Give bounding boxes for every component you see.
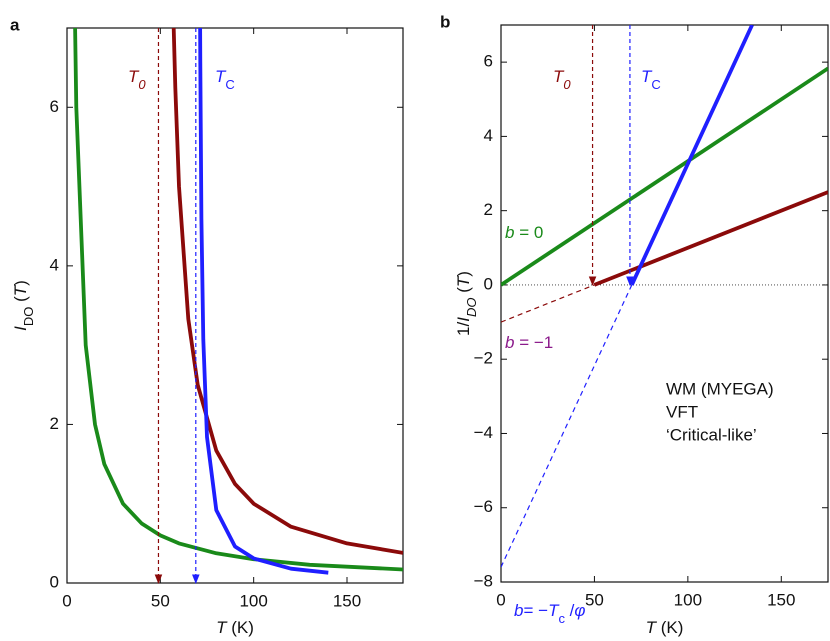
annotation: T0 (553, 67, 571, 91)
y-tick-label: 0 (484, 274, 493, 293)
text-part: I (11, 326, 30, 331)
y-tick-label: 6 (484, 52, 493, 71)
y-tick-label: 6 (50, 97, 59, 116)
curve (501, 66, 828, 287)
y-tick-label: −8 (474, 571, 493, 590)
curve (630, 25, 754, 286)
x-tick-label: 50 (585, 590, 604, 609)
text-part: = − (523, 601, 548, 620)
curve (73, 28, 403, 572)
curve (171, 28, 403, 555)
curve (593, 190, 828, 287)
text-part: (K) (227, 618, 254, 637)
text-part: / (565, 601, 575, 620)
text-part: T (215, 67, 227, 86)
text-part: T (553, 67, 565, 86)
text-part: C (225, 77, 234, 92)
y-tick-label: −2 (474, 349, 493, 368)
panel-label: a (10, 15, 20, 34)
annotation: TC (641, 67, 661, 91)
plot-frame (500, 24, 829, 583)
x-tick-label: 100 (239, 591, 267, 610)
text-part: T (548, 601, 560, 620)
annotation: b = 0 (505, 223, 543, 242)
plot-frame (66, 27, 404, 584)
text-part: (K) (656, 618, 683, 637)
text-part: φ (574, 601, 585, 620)
curve (501, 284, 595, 323)
x-tick-label: 150 (333, 591, 361, 610)
curve (198, 28, 329, 575)
x-axis-label: T (K) (646, 618, 684, 637)
text-part: I (454, 317, 473, 322)
x-tick-label: 100 (674, 590, 702, 609)
text-part: 1/ (454, 321, 473, 335)
y-tick-label: 4 (50, 255, 59, 274)
text-part: T (216, 618, 228, 637)
text-part: T (11, 284, 30, 296)
y-tick-label: −6 (474, 497, 493, 516)
text-part: DO (464, 298, 479, 318)
curve (501, 284, 633, 568)
y-axis-label: IDO (T) (11, 280, 35, 331)
text-part: b (514, 601, 523, 620)
y-tick-label: −4 (474, 423, 493, 442)
plot-area (501, 25, 828, 568)
text-part: b (505, 223, 514, 242)
text-part: ( (454, 287, 473, 298)
text-part: T (641, 67, 653, 86)
annotation: TC (215, 67, 235, 91)
legend-entry: ‘Critical-like’ (666, 425, 757, 444)
text-part: T (454, 275, 473, 287)
text-part: C (651, 77, 660, 92)
panel-label: b (440, 12, 450, 31)
x-tick-label: 0 (62, 591, 71, 610)
text-part: T (646, 618, 658, 637)
x-tick-label: 0 (496, 590, 505, 609)
legend-entry: WM (MYEGA) (666, 379, 774, 398)
text-part: b (505, 333, 514, 352)
legend-entry: VFT (666, 402, 698, 421)
annotation: b= −Tc /φ (514, 601, 586, 625)
y-tick-label: 4 (484, 126, 493, 145)
text-part: c (558, 611, 565, 626)
y-tick-label: 0 (50, 572, 59, 591)
annotation: T0 (128, 67, 146, 91)
text-part: ) (454, 271, 473, 277)
text-part: 0 (563, 77, 571, 92)
y-tick-label: 2 (484, 200, 493, 219)
text-part: 0 (138, 77, 146, 92)
plot-area (73, 28, 403, 575)
annotation: b = −1 (505, 333, 553, 352)
x-tick-label: 150 (767, 590, 795, 609)
x-tick-label: 50 (151, 591, 170, 610)
text-part: = −1 (514, 333, 553, 352)
x-axis-label: T (K) (216, 618, 254, 637)
y-tick-label: 2 (50, 414, 59, 433)
text-part: T (128, 67, 140, 86)
y-axis-label: 1/IDO (T) (454, 271, 478, 336)
text-part: DO (21, 307, 36, 327)
text-part: ) (11, 280, 30, 286)
text-part: ( (11, 296, 30, 307)
text-part: = 0 (514, 223, 543, 242)
